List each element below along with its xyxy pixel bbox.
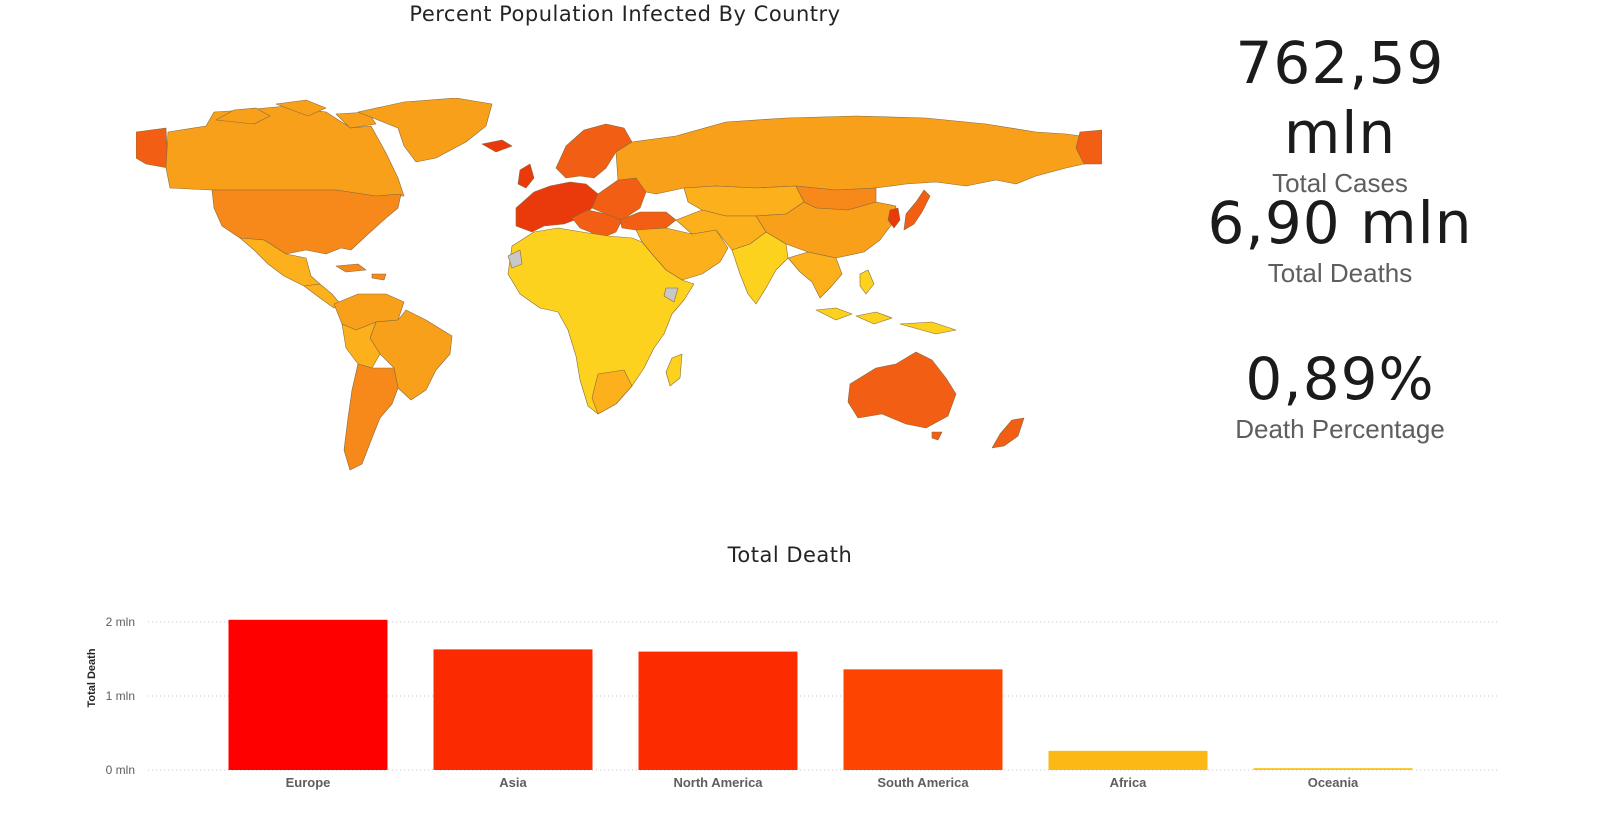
y-tick-label: 1 mln: [106, 689, 135, 703]
kpi-label: Total Deaths: [1267, 258, 1413, 288]
kpi-total-cases: 762,59 mln Total Cases: [1180, 28, 1500, 198]
map-region-indonesia[interactable]: [815, 269, 957, 335]
map-region-andes[interactable]: [341, 321, 381, 369]
map-region-india[interactable]: [731, 231, 789, 305]
map-region-africa[interactable]: [507, 227, 695, 415]
map-region-brazil[interactable]: [369, 309, 453, 401]
y-tick-labels: 0 mln 1 mln 2 mln: [106, 615, 135, 777]
y-axis-label: Total Death: [86, 648, 98, 707]
x-tick-label: Europe: [286, 775, 331, 790]
map-region-caribbean[interactable]: [335, 263, 387, 281]
map-region-southeast-asia[interactable]: [787, 251, 843, 299]
map-region-chukotka[interactable]: [1075, 129, 1102, 165]
map-region-australia[interactable]: [847, 351, 957, 429]
y-tick-label: 0 mln: [106, 763, 135, 777]
map-region-new-zealand[interactable]: [991, 417, 1025, 449]
map-region-southern-africa[interactable]: [591, 369, 633, 415]
map-region-madagascar[interactable]: [665, 353, 683, 387]
kpi-value: 6,90 mln: [1207, 189, 1473, 257]
map-region-alaska[interactable]: [136, 127, 169, 169]
kpi-total-deaths: 6,90 mln Total Deaths: [1180, 188, 1500, 288]
map-region-greenland[interactable]: [357, 98, 493, 163]
bar-asia[interactable]: [433, 649, 593, 770]
map-region-southern-cone[interactable]: [343, 363, 399, 471]
map-region-somalia[interactable]: [663, 287, 679, 303]
map-region-turkey[interactable]: [619, 211, 677, 231]
map-region-japan[interactable]: [903, 189, 931, 231]
kpi-death-percentage: 0,89% Death Percentage: [1180, 344, 1500, 444]
kpi-value: 0,89%: [1245, 345, 1435, 413]
x-tick-label: Oceania: [1308, 775, 1359, 790]
map-region-southern-europe[interactable]: [571, 209, 623, 239]
y-tick-label: 2 mln: [106, 615, 135, 629]
map-region-arctic-islands[interactable]: [215, 99, 377, 129]
x-tick-label: North America: [673, 775, 763, 790]
kpi-label: Total Cases: [1272, 168, 1408, 198]
map-region-western-sahara[interactable]: [507, 249, 523, 269]
x-tick-labels: Europe Asia North America South America Afri…: [286, 775, 1359, 790]
map-region-russia[interactable]: [615, 115, 1102, 195]
world-map-svg[interactable]: [136, 98, 1102, 480]
kpi-value: 762,59 mln: [1235, 29, 1445, 167]
bar-oceania[interactable]: [1253, 768, 1413, 770]
x-tick-label: Africa: [1110, 775, 1148, 790]
map-region-iceland[interactable]: [481, 139, 513, 153]
x-tick-label: Asia: [499, 775, 527, 790]
map-region-uk-ireland[interactable]: [517, 163, 535, 189]
map-region-korea[interactable]: [887, 207, 901, 229]
bars: [228, 619, 1413, 770]
map-region-tasmania[interactable]: [931, 431, 943, 441]
grid-layer: [148, 621, 1500, 771]
total-death-bar-chart: 0 mln 1 mln 2 mln Europe Asia North America S…: [86, 615, 1500, 790]
kpi-label: Death Percentage: [1235, 414, 1445, 444]
world-map[interactable]: [136, 98, 1102, 480]
x-tick-label: South America: [877, 775, 969, 790]
bar-europe[interactable]: [228, 619, 388, 770]
bar-africa[interactable]: [1048, 750, 1208, 770]
map-title: Percent Population Infected By Country: [409, 2, 841, 26]
bar-south-america[interactable]: [843, 669, 1003, 770]
bar-chart-title: Total Death: [727, 543, 853, 567]
bar-north-america[interactable]: [638, 651, 798, 770]
map-region-usa[interactable]: [211, 189, 402, 255]
